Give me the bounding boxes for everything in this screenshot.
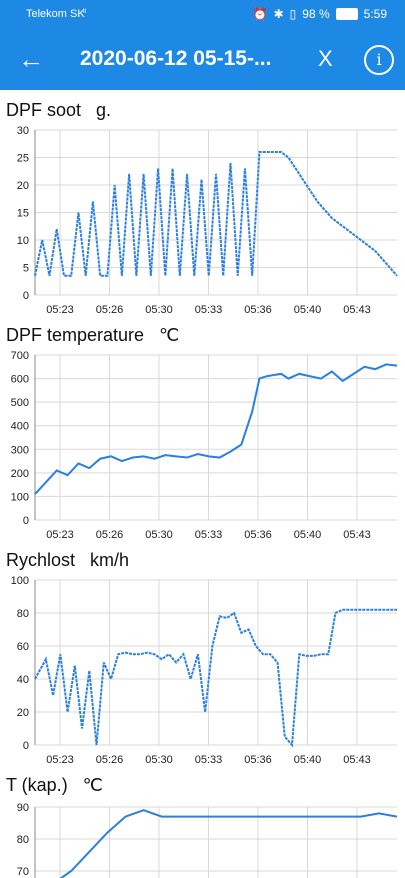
status-bar: Telekom SK ᴵᴵ ⏰ ✱ ▯ 98 % 5:59 bbox=[0, 0, 405, 30]
chart-plot[interactable]: 0 100 200 300 400 500 600 700 05:23 05:26 05:30 05:… bbox=[0, 317, 405, 542]
series-line bbox=[59, 809, 398, 878]
y-tick-label: 80 bbox=[17, 834, 29, 846]
battery-percent: 98 % bbox=[302, 7, 330, 21]
y-tick-label: 70 bbox=[17, 866, 29, 878]
y-tick-label: 60 bbox=[17, 641, 29, 653]
x-tick-label: 05:36 bbox=[244, 754, 272, 766]
series-line bbox=[34, 151, 398, 277]
y-tick-label: 90 bbox=[17, 802, 29, 814]
alarm-icon: ⏰ bbox=[252, 7, 268, 21]
x-tick-label: 05:33 bbox=[195, 304, 223, 316]
chart-title: Rychlost km/h bbox=[6, 550, 130, 570]
x-tick-label: 05:26 bbox=[96, 304, 124, 316]
y-tick-label: 20 bbox=[17, 180, 29, 192]
y-tick-label: 100 bbox=[11, 575, 29, 587]
page-title: 2020-06-12 05-15-... bbox=[80, 47, 272, 70]
bluetooth-icon: ✱ bbox=[273, 7, 284, 21]
x-tick-label: 05:26 bbox=[96, 529, 124, 541]
y-tick-label: 30 bbox=[17, 125, 29, 137]
x-tick-label: 05:33 bbox=[195, 529, 223, 541]
series-line bbox=[34, 363, 398, 495]
signal-icon: ᴵᴵ bbox=[83, 7, 87, 17]
y-tick-label: 0 bbox=[23, 515, 29, 527]
x-tick-label: 05:33 bbox=[195, 754, 223, 766]
x-tick-label: 05:26 bbox=[96, 754, 124, 766]
y-tick-label: 0 bbox=[23, 290, 29, 302]
y-tick-label: 20 bbox=[17, 707, 29, 719]
clock-time: 5:59 bbox=[363, 7, 387, 21]
y-tick-label: 700 bbox=[11, 350, 29, 362]
x-tick-label: 05:36 bbox=[244, 529, 272, 541]
y-tick-label: 80 bbox=[17, 608, 29, 620]
x-tick-label: 05:30 bbox=[145, 754, 173, 766]
y-tick-label: 400 bbox=[11, 421, 29, 433]
x-tick-label: 05:30 bbox=[145, 529, 173, 541]
chart-plot[interactable]: 70 80 90 bbox=[0, 767, 405, 878]
x-tick-label: 05:43 bbox=[343, 754, 371, 766]
series-line bbox=[34, 608, 397, 748]
x-tick-label: 05:23 bbox=[46, 754, 74, 766]
x-tick-label: 05:40 bbox=[294, 529, 322, 541]
x-tick-label: 05:43 bbox=[343, 529, 371, 541]
chart-rychlost: Rychlost km/h 0 20 40 60 80 100 05:23 05:26 05:3… bbox=[0, 542, 405, 767]
close-button[interactable]: X bbox=[318, 46, 333, 71]
y-tick-label: 15 bbox=[17, 208, 29, 220]
y-tick-label: 100 bbox=[11, 491, 29, 503]
y-tick-label: 300 bbox=[11, 444, 29, 456]
chart-t-kap: T (kap.) ℃ 70 80 90 bbox=[0, 767, 405, 878]
chart-dpf-temperature: DPF temperature ℃ 0 100 200 300 400 500 600 700… bbox=[0, 317, 405, 542]
x-tick-label: 05:23 bbox=[46, 529, 74, 541]
battery-icon bbox=[335, 8, 358, 20]
chart-plot[interactable]: 0 20 40 60 80 100 05:23 05:26 05:30 05:33 05:36 05:… bbox=[0, 542, 405, 767]
x-tick-label: 05:30 bbox=[145, 304, 173, 316]
chart-title: DPF temperature ℃ bbox=[6, 325, 180, 345]
y-tick-label: 10 bbox=[17, 235, 29, 247]
y-tick-label: 25 bbox=[17, 153, 29, 165]
y-tick-label: 0 bbox=[23, 740, 29, 752]
chart-plot[interactable]: 0 5 10 15 20 25 30 05:23 05:26 05:30 05:33 05:36 05:… bbox=[0, 92, 405, 317]
x-tick-label: 05:40 bbox=[294, 304, 322, 316]
x-tick-label: 05:40 bbox=[294, 754, 322, 766]
back-arrow-icon[interactable]: ← bbox=[18, 44, 44, 74]
x-tick-label: 05:43 bbox=[343, 304, 371, 316]
y-tick-label: 200 bbox=[11, 468, 29, 480]
app-bar: ← 2020-06-12 05-15-... X i bbox=[0, 30, 405, 90]
y-tick-label: 500 bbox=[11, 397, 29, 409]
y-tick-label: 600 bbox=[11, 374, 29, 386]
x-tick-label: 05:23 bbox=[46, 304, 74, 316]
vibrate-icon: ▯ bbox=[289, 7, 297, 21]
chart-title: T (kap.) ℃ bbox=[6, 775, 103, 795]
x-tick-label: 05:36 bbox=[244, 304, 272, 316]
carrier-label: Telekom SK bbox=[26, 8, 85, 20]
chart-title: DPF soot g. bbox=[6, 100, 112, 120]
info-icon[interactable]: i bbox=[364, 45, 394, 75]
y-tick-label: 40 bbox=[17, 674, 29, 686]
y-tick-label: 5 bbox=[23, 263, 29, 275]
chart-dpf-soot: DPF soot g. 0 5 10 15 20 25 30 05:23 05:26 05:30 0… bbox=[0, 92, 405, 317]
